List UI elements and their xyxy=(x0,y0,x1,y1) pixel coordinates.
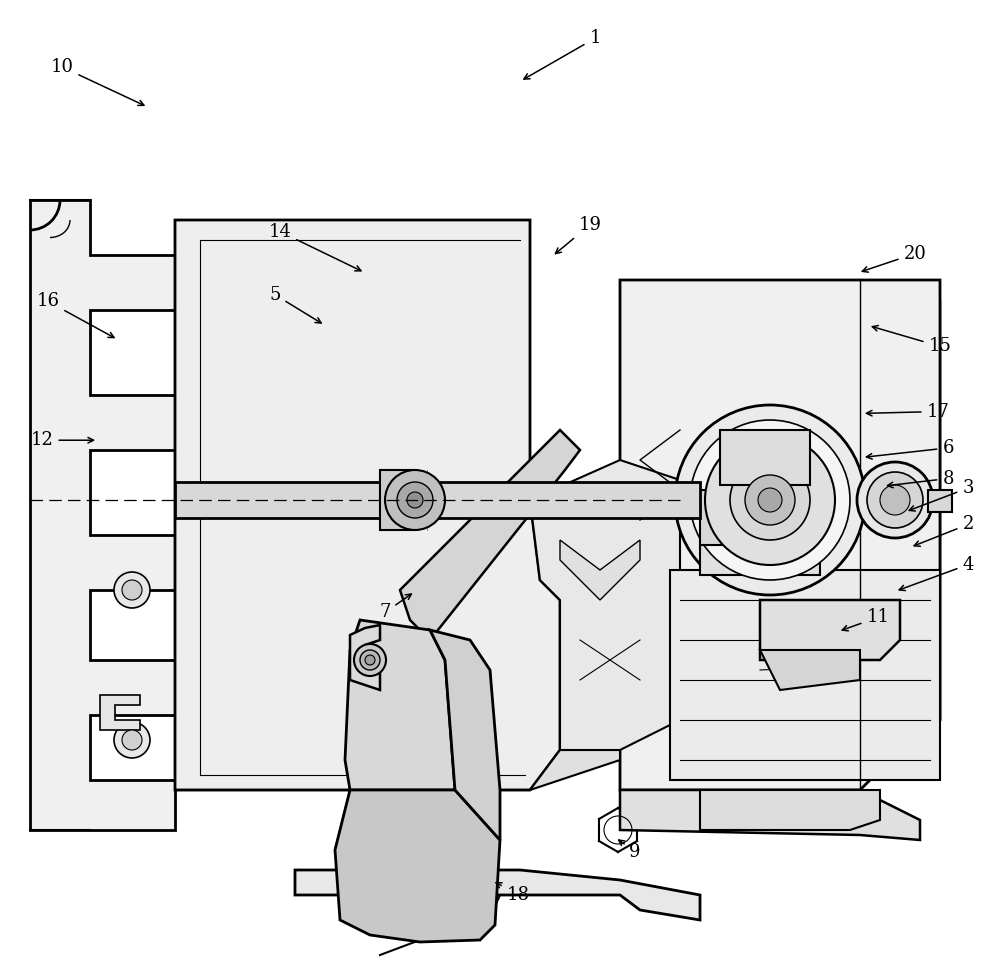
Text: 6: 6 xyxy=(866,439,954,459)
Text: 1: 1 xyxy=(524,30,601,79)
Polygon shape xyxy=(430,630,500,840)
Text: 17: 17 xyxy=(866,403,949,420)
Text: 14: 14 xyxy=(269,223,361,271)
Text: 11: 11 xyxy=(842,609,890,631)
Circle shape xyxy=(114,722,150,758)
Circle shape xyxy=(354,644,386,676)
Circle shape xyxy=(745,475,795,525)
Circle shape xyxy=(730,460,810,540)
Circle shape xyxy=(385,470,445,530)
Circle shape xyxy=(690,420,850,580)
Text: 9: 9 xyxy=(619,840,641,860)
Circle shape xyxy=(675,405,865,595)
Circle shape xyxy=(880,485,910,515)
Text: 2: 2 xyxy=(914,516,974,546)
Circle shape xyxy=(385,870,405,890)
Polygon shape xyxy=(620,280,940,790)
Text: 3: 3 xyxy=(909,479,974,511)
Polygon shape xyxy=(295,870,700,920)
Polygon shape xyxy=(380,790,440,830)
Circle shape xyxy=(114,572,150,608)
Circle shape xyxy=(397,482,433,518)
Circle shape xyxy=(360,650,380,670)
Polygon shape xyxy=(700,790,880,830)
Polygon shape xyxy=(620,790,920,840)
Polygon shape xyxy=(530,460,680,750)
Text: 12: 12 xyxy=(31,432,94,449)
Polygon shape xyxy=(928,490,952,512)
Circle shape xyxy=(758,488,782,512)
Text: 5: 5 xyxy=(269,286,321,323)
Polygon shape xyxy=(100,695,140,730)
Circle shape xyxy=(857,462,933,538)
Polygon shape xyxy=(560,540,640,600)
Polygon shape xyxy=(670,570,940,780)
Polygon shape xyxy=(760,600,900,660)
Circle shape xyxy=(122,730,142,750)
Polygon shape xyxy=(175,220,560,790)
Circle shape xyxy=(705,435,835,565)
Polygon shape xyxy=(400,430,580,640)
Text: 7: 7 xyxy=(379,594,411,621)
Text: 15: 15 xyxy=(872,325,951,355)
Polygon shape xyxy=(30,200,175,830)
Text: 10: 10 xyxy=(50,58,144,105)
Polygon shape xyxy=(700,545,820,575)
Polygon shape xyxy=(720,430,810,485)
Polygon shape xyxy=(380,470,415,530)
Polygon shape xyxy=(760,650,860,690)
Circle shape xyxy=(122,580,142,600)
Text: 19: 19 xyxy=(555,216,602,254)
Polygon shape xyxy=(350,625,380,690)
Text: 20: 20 xyxy=(862,245,926,272)
Polygon shape xyxy=(175,482,700,518)
Circle shape xyxy=(365,655,375,665)
Polygon shape xyxy=(335,790,500,942)
Text: 8: 8 xyxy=(887,470,954,488)
Polygon shape xyxy=(700,490,760,545)
Text: 16: 16 xyxy=(36,293,114,338)
Circle shape xyxy=(407,492,423,508)
Text: 18: 18 xyxy=(496,882,530,903)
Polygon shape xyxy=(345,620,455,790)
Text: 4: 4 xyxy=(899,556,974,590)
Polygon shape xyxy=(175,750,620,790)
Circle shape xyxy=(867,472,923,528)
Circle shape xyxy=(377,862,413,898)
